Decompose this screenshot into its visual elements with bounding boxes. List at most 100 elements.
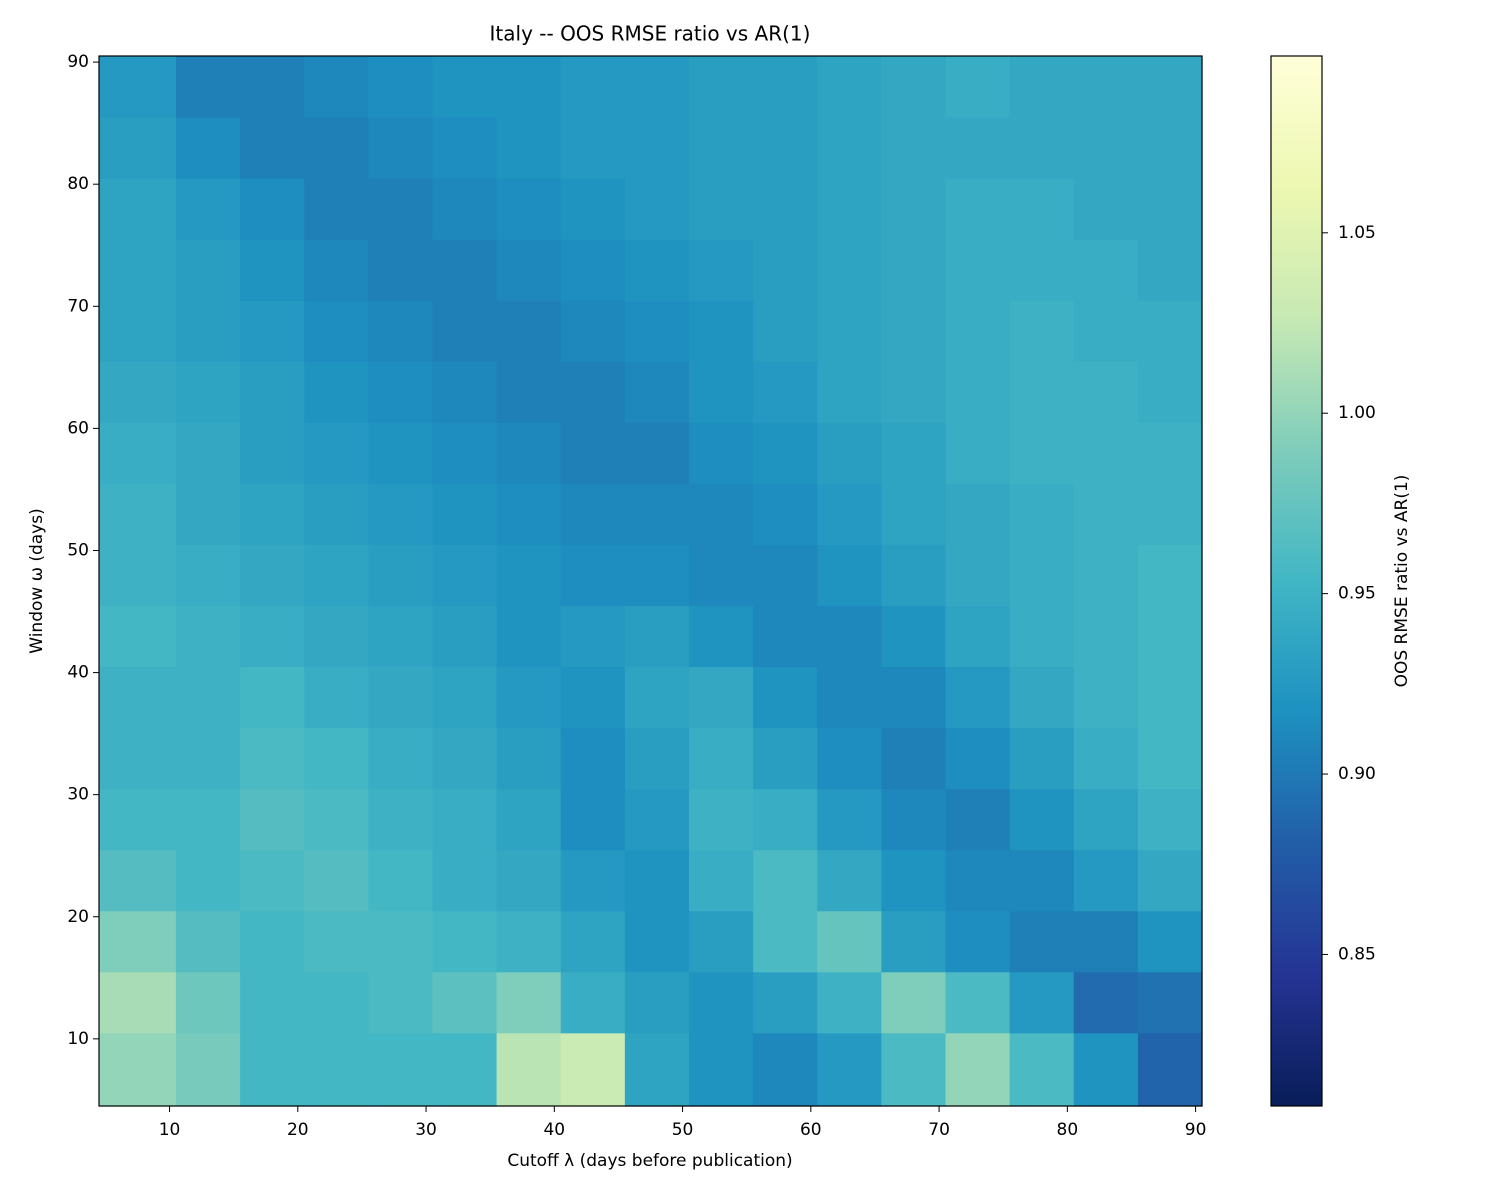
heatmap-cell [1137, 788, 1203, 851]
x-axis-label: Cutoff λ (days before publication) [507, 1151, 792, 1171]
chart-title: Italy -- OOS RMSE ratio vs AR(1) [490, 22, 811, 46]
heatmap-cell [1073, 422, 1139, 484]
heatmap-cell [368, 971, 434, 1034]
heatmap-cell [624, 361, 690, 423]
heatmap-cell [432, 422, 498, 484]
heatmap-cell [624, 849, 690, 912]
heatmap-cell [1137, 56, 1203, 118]
heatmap-cell [753, 727, 818, 790]
heatmap-cell [560, 788, 626, 851]
heatmap-cell [240, 178, 305, 240]
heatmap-cell [688, 849, 754, 912]
y-tick-label: 10 [67, 1029, 89, 1049]
heatmap-cell [753, 422, 818, 484]
heatmap-cell [99, 1032, 177, 1107]
heatmap-cell [817, 239, 882, 301]
heatmap-cell [688, 117, 754, 179]
heatmap-cell [817, 1032, 882, 1107]
colorbar-tick-label: 0.90 [1338, 764, 1376, 784]
x-tick-label: 80 [1057, 1120, 1079, 1140]
heatmap-cell [1137, 666, 1203, 729]
heatmap-cell [945, 788, 1011, 851]
heatmap-cell [304, 605, 369, 668]
heatmap-cell [560, 361, 626, 423]
heatmap-cell [1073, 117, 1139, 179]
heatmap-cell [175, 300, 241, 362]
x-tick-label: 30 [415, 1120, 437, 1140]
heatmap-cell [560, 727, 626, 790]
heatmap-cell [240, 300, 305, 362]
heatmap-cell [688, 727, 754, 790]
heatmap-cell [496, 910, 562, 973]
heatmap-cell [1073, 300, 1139, 362]
heatmap-cell [881, 666, 947, 729]
heatmap-cell [368, 117, 434, 179]
heatmap-cell [432, 727, 498, 790]
heatmap-cell [99, 56, 177, 118]
heatmap-cell [368, 788, 434, 851]
heatmap-cell [753, 544, 818, 607]
heatmap-cell [560, 117, 626, 179]
heatmap-cell [304, 849, 369, 912]
x-tick-label: 90 [1185, 1120, 1207, 1140]
heatmap-cell [368, 239, 434, 301]
heatmap-cell [1009, 361, 1075, 423]
heatmap-cell [753, 361, 818, 423]
heatmap-cell [560, 56, 626, 118]
heatmap-cell [368, 300, 434, 362]
y-axis-label: Window ω (days) [27, 508, 47, 653]
heatmap-cell [817, 544, 882, 607]
heatmap-cell [560, 544, 626, 607]
heatmap-cell [1137, 117, 1203, 179]
heatmap-cell [560, 910, 626, 973]
heatmap-cell [1009, 178, 1075, 240]
heatmap-cell [496, 239, 562, 301]
heatmap-cell [1137, 178, 1203, 240]
heatmap-cell [688, 788, 754, 851]
heatmap-cell [688, 422, 754, 484]
heatmap-cell [881, 56, 947, 118]
heatmap-cell [624, 727, 690, 790]
heatmap-cell [240, 239, 305, 301]
heatmap-cell [496, 605, 562, 668]
heatmap-cell [99, 361, 177, 423]
heatmap-cell [560, 300, 626, 362]
heatmap-cell [881, 910, 947, 973]
heatmap-cell [99, 849, 177, 912]
heatmap-cell [240, 788, 305, 851]
heatmap-cell [304, 239, 369, 301]
heatmap-cell [945, 544, 1011, 607]
heatmap-cell [175, 727, 241, 790]
heatmap-cell [99, 788, 177, 851]
heatmap-cell [99, 666, 177, 729]
heatmap-cell [240, 483, 305, 545]
heatmap-cell [304, 361, 369, 423]
heatmap-cell [240, 56, 305, 118]
heatmap-cell [1009, 605, 1075, 668]
x-tick-label: 10 [159, 1120, 181, 1140]
heatmap-cell [99, 971, 177, 1034]
heatmap-cell [1137, 605, 1203, 668]
heatmap-cell [1137, 1032, 1203, 1107]
heatmap-cell [432, 544, 498, 607]
heatmap-cell [496, 727, 562, 790]
heatmap-cell [753, 56, 818, 118]
colorbar-tick-label: 0.95 [1338, 584, 1376, 604]
heatmap-cell [99, 117, 177, 179]
heatmap-cell [496, 1032, 562, 1107]
heatmap-cell [624, 666, 690, 729]
heatmap-cell [304, 483, 369, 545]
heatmap-cell [753, 971, 818, 1034]
heatmap-cell [1009, 56, 1075, 118]
heatmap-cell [1137, 239, 1203, 301]
heatmap-cell [688, 605, 754, 668]
heatmap-cell [175, 605, 241, 668]
heatmap-cell [240, 971, 305, 1034]
heatmap-cell [817, 910, 882, 973]
heatmap-cell [624, 544, 690, 607]
heatmap-cell [304, 56, 369, 118]
y-tick-label: 90 [67, 52, 89, 72]
heatmap-cell [99, 300, 177, 362]
heatmap-cell [688, 544, 754, 607]
